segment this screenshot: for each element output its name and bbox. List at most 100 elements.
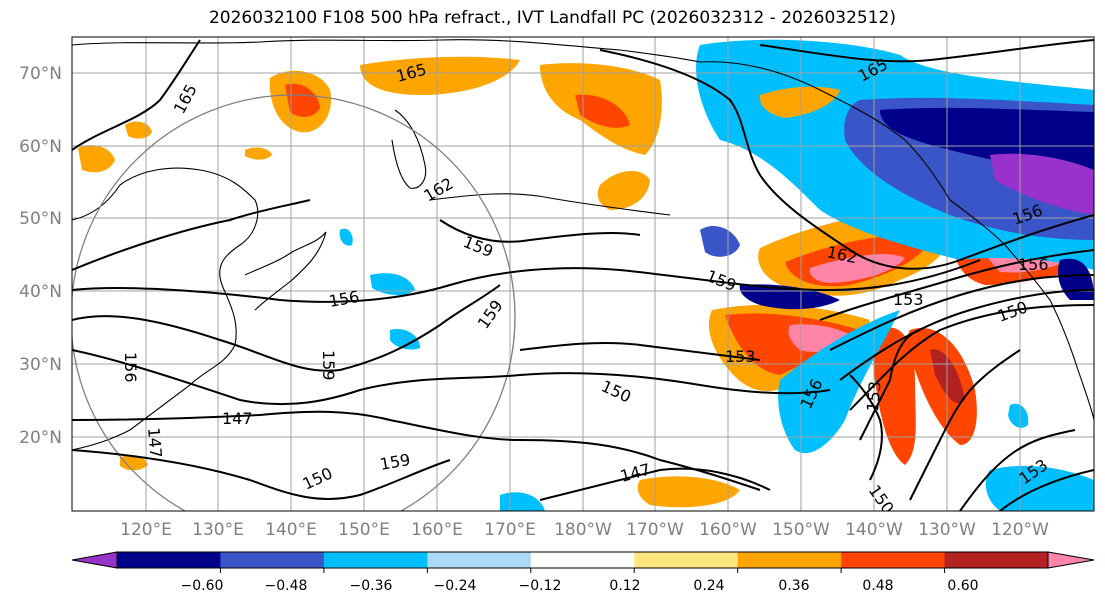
colorbar-extend-min (71, 551, 118, 569)
positive-anomaly-region (873, 327, 916, 465)
colorbar-swatch (323, 552, 428, 568)
colorbar: −0.60 −0.48 −0.36 −0.24 −0.12 0.12 0.24 … (71, 551, 1095, 594)
lon-label: 170°W (626, 520, 684, 540)
positive-anomaly-region (809, 254, 905, 283)
positive-anomaly-region (575, 94, 630, 128)
colorbar-swatch (427, 552, 532, 568)
positive-anomaly-region (360, 56, 520, 95)
lat-label: 70°N (19, 64, 62, 84)
contour-label: 150 (865, 481, 898, 517)
lon-label: 150°W (772, 520, 830, 540)
contour-label: 156 (327, 287, 360, 311)
coastline-kamchatka (391, 109, 427, 189)
contour-label: 156 (1018, 255, 1049, 274)
negative-anomaly-region (500, 492, 545, 511)
colorbar-swatches (71, 551, 1095, 569)
contour-line (759, 39, 1094, 63)
lon-label: 160°W (699, 520, 757, 540)
contour-label: 150 (598, 376, 634, 406)
chart-title: 2026032100 F108 500 hPa refract., IVT La… (208, 8, 896, 28)
contour-label: 159 (378, 450, 411, 474)
colorbar-swatch (530, 552, 635, 568)
longitude-labels: 120°E 130°E 140°E 150°E 160°E 170°E 180°… (120, 520, 1049, 540)
lon-label: 130°W (918, 520, 976, 540)
negative-anomaly-region (1008, 403, 1029, 428)
colorbar-tick-label: −0.36 (350, 578, 393, 594)
contour-label: 147 (144, 427, 166, 459)
contour-line (599, 49, 1094, 270)
contour-line (72, 199, 311, 271)
contour-line (859, 329, 921, 441)
contour-line (539, 467, 771, 501)
lat-label: 20°N (19, 428, 62, 448)
contour-line (72, 449, 451, 501)
contour-label: 165 (170, 81, 201, 117)
colorbar-tick-label: 0.24 (693, 578, 724, 594)
negative-anomaly-region (778, 310, 900, 454)
contour-line (959, 429, 1076, 511)
lon-label: 140°W (845, 520, 903, 540)
map-frame (71, 36, 1095, 512)
lon-label: 160°E (411, 520, 463, 540)
colorbar-swatch (634, 552, 739, 568)
lat-label: 30°N (19, 355, 62, 375)
contour-label: 150 (300, 463, 336, 493)
contour-line (819, 249, 1094, 321)
contour-line (72, 259, 981, 303)
contour-line (519, 341, 761, 361)
contour-line (909, 349, 1021, 501)
contour-line (829, 274, 1094, 351)
lon-label: 130°E (192, 520, 244, 540)
contour-line (72, 284, 501, 372)
colorbar-outline (116, 551, 1049, 569)
positive-anomaly-region (597, 170, 650, 210)
positive-anomaly-region (759, 86, 840, 118)
contour-label: 159 (319, 350, 338, 381)
coastline-siberia (72, 39, 701, 63)
colorbar-swatch (220, 552, 325, 568)
contour-label: 147 (222, 409, 253, 428)
lat-label: 50°N (19, 209, 62, 229)
lon-label: 170°E (484, 520, 536, 540)
colorbar-tick-label: 0.48 (862, 578, 893, 594)
colorbar-tick-label: −0.60 (181, 578, 224, 594)
negative-anomaly-region (339, 228, 353, 246)
negative-anomaly-region (370, 273, 415, 296)
coastlines (72, 39, 1094, 451)
contour-line (72, 410, 761, 491)
contour-line (72, 39, 201, 151)
colorbar-swatch (944, 552, 1049, 568)
colorbar-swatch (117, 552, 221, 568)
graticule (72, 37, 1094, 511)
contour-label: 153 (725, 347, 756, 366)
lat-label: 40°N (19, 282, 62, 302)
lon-label: 120°E (120, 520, 172, 540)
colorbar-tick-label: 0.36 (778, 578, 809, 594)
contour-line (999, 469, 1094, 511)
contour-label: 153 (893, 290, 924, 309)
contour-label: 159 (461, 232, 496, 261)
contour-label: 162 (421, 174, 457, 206)
colorbar-extend-max (1047, 551, 1095, 569)
positive-anomaly-region (125, 121, 152, 139)
colorbar-tick-label: −0.48 (265, 578, 308, 594)
colorbar-tick-marks (219, 568, 946, 573)
negative-anomaly-region (700, 225, 740, 257)
colorbar-swatch (841, 552, 946, 568)
colorbar-tick-label: 0.12 (609, 578, 640, 594)
lat-label: 60°N (19, 137, 62, 157)
contour-label: 156 (121, 352, 140, 383)
positive-anomaly-region (78, 145, 115, 173)
colorbar-tick-label: −0.12 (519, 578, 562, 594)
colorbar-swatch (737, 552, 842, 568)
coastline-asia (72, 167, 259, 451)
contour-line (839, 289, 1094, 381)
lon-label: 120°W (991, 520, 1049, 540)
height-contours (72, 39, 1094, 511)
lon-label: 140°E (265, 520, 317, 540)
positive-anomaly-region (245, 147, 272, 160)
landfall-region-circle (72, 94, 516, 511)
colorbar-tick-label: −0.24 (434, 578, 477, 594)
positive-anomaly-region (120, 454, 148, 471)
